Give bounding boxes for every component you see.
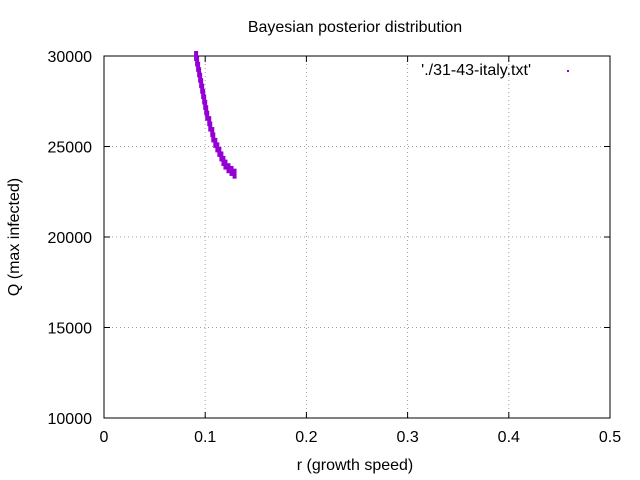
data-point [221, 155, 226, 166]
y-tick-label: 20000 [48, 230, 93, 247]
data-point [219, 151, 224, 162]
grid [104, 56, 610, 418]
data-point [204, 105, 209, 116]
data-point [199, 78, 204, 89]
chart-title: Bayesian posterior distribution [248, 19, 462, 36]
x-tick-label: 0 [100, 429, 109, 446]
x-axis-label: r (growth speed) [297, 457, 414, 474]
data-point [211, 132, 216, 143]
data-point [202, 94, 207, 105]
data-point [215, 142, 220, 153]
y-axis-label: Q (max infected) [6, 178, 23, 296]
data-point [194, 51, 199, 61]
data-point [201, 89, 206, 100]
data-point [217, 146, 222, 157]
legend: './31-43-italy.txt' [421, 62, 569, 79]
data-point [229, 165, 234, 176]
data-point [200, 83, 205, 94]
x-tick-label: 0.2 [295, 429, 317, 446]
legend-label: './31-43-italy.txt' [421, 62, 531, 79]
y-tick-label: 10000 [48, 411, 93, 428]
y-tick-label: 25000 [48, 140, 93, 157]
x-tick-label: 0.4 [498, 429, 520, 446]
data-point [196, 61, 201, 72]
y-tick-label: 30000 [48, 49, 93, 66]
data-point [198, 72, 203, 83]
data-point [210, 127, 215, 138]
legend-marker [567, 70, 569, 72]
data-point [226, 163, 231, 174]
x-tick-label: 0.3 [396, 429, 418, 446]
data-point [205, 110, 210, 121]
y-tick-label: 15000 [48, 321, 93, 338]
axis-ticks [103, 55, 611, 419]
data-point [208, 121, 213, 132]
data-point [232, 168, 237, 179]
data-point [223, 159, 228, 170]
data-point [207, 116, 212, 127]
tick-labels: 0 0.1 0.2 0.3 0.4 0.5 10000 15000 20000 25000 3000… [48, 49, 622, 446]
data-point [203, 99, 208, 110]
data-point [195, 56, 200, 67]
data-points [194, 51, 237, 179]
data-point [197, 67, 202, 78]
x-tick-label: 0.1 [194, 429, 216, 446]
data-point [213, 137, 218, 148]
x-tick-label: 0.5 [599, 429, 621, 446]
